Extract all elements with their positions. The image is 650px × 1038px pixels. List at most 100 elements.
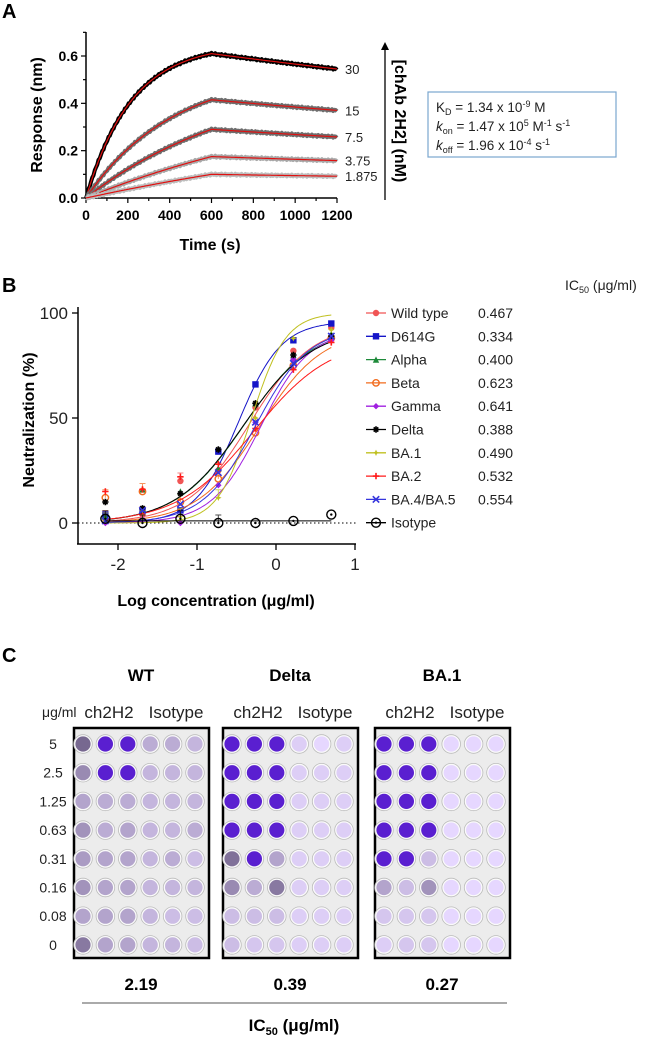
well bbox=[165, 851, 181, 867]
legend-ic50-value: 0.490 bbox=[478, 445, 513, 461]
well bbox=[224, 879, 240, 896]
a-x-tick-label: 400 bbox=[158, 207, 182, 223]
marker-ring bbox=[288, 515, 299, 527]
well bbox=[314, 736, 330, 752]
data-point bbox=[251, 418, 260, 426]
well bbox=[75, 879, 91, 896]
well bbox=[142, 937, 158, 953]
column-header-ch2h2: ch2H2 bbox=[385, 703, 434, 722]
marker-dot bbox=[141, 521, 144, 525]
well bbox=[443, 736, 459, 752]
data-point bbox=[252, 414, 259, 422]
well bbox=[97, 765, 113, 781]
well bbox=[165, 765, 181, 781]
concentration-label: 30 bbox=[345, 62, 359, 77]
well bbox=[142, 822, 158, 838]
well bbox=[443, 937, 459, 953]
legend-label: BA.2 bbox=[391, 468, 422, 484]
legend-ic50-value: 0.400 bbox=[478, 352, 513, 368]
well bbox=[246, 937, 262, 953]
data-point bbox=[288, 515, 299, 527]
well bbox=[165, 822, 181, 838]
well bbox=[97, 822, 113, 838]
series-Isotype bbox=[100, 509, 337, 529]
ic50-axis-label: IC50 (μg/ml) bbox=[249, 1016, 340, 1038]
well bbox=[187, 793, 203, 810]
well bbox=[376, 822, 392, 838]
fit-curve-1.875 bbox=[85, 173, 337, 199]
well bbox=[421, 736, 437, 752]
well bbox=[488, 851, 504, 867]
legend-ic50-value: 0.554 bbox=[478, 491, 513, 507]
concentration-row-label: 0.63 bbox=[39, 822, 66, 838]
well bbox=[488, 793, 504, 810]
well bbox=[269, 851, 285, 867]
well bbox=[291, 736, 307, 752]
well bbox=[187, 736, 203, 752]
legend-label: BA.1 bbox=[391, 445, 422, 461]
data-point bbox=[290, 351, 297, 359]
a-x-tick-label: 1000 bbox=[280, 207, 311, 223]
well bbox=[398, 822, 414, 838]
well bbox=[97, 879, 113, 896]
data-point bbox=[252, 381, 259, 388]
well bbox=[314, 851, 330, 867]
column-header-isotype: Isotype bbox=[298, 703, 353, 722]
legend-item-Beta: Beta 0.623 bbox=[366, 375, 513, 391]
legend-ic50-value: 0.334 bbox=[478, 328, 513, 344]
a-x-tick-label: 0 bbox=[82, 207, 90, 223]
plate-BA.1: BA.1 ch2H2 Isotype 0.27 bbox=[373, 666, 512, 994]
well bbox=[269, 765, 285, 781]
a-x-tick-label: 200 bbox=[116, 207, 140, 223]
well bbox=[120, 736, 136, 752]
well bbox=[488, 736, 504, 752]
legend-ic50-value: 0.641 bbox=[478, 398, 513, 414]
series-BA.4/BA.5 bbox=[101, 332, 336, 525]
legend-ic50-value: 0.388 bbox=[478, 422, 513, 438]
well bbox=[421, 851, 437, 867]
a-y-tick-label: 0.6 bbox=[59, 48, 79, 64]
well bbox=[224, 822, 240, 838]
well bbox=[246, 736, 262, 752]
well bbox=[443, 765, 459, 781]
kd-text: KD = 1.34 x 10-9 M bbox=[436, 99, 545, 117]
plaque-assay-panel: μg/ml IC50 (μg/ml) 5 2.5 1.25 0.63 0.31 0.16 0… bbox=[39, 666, 512, 1038]
well bbox=[466, 937, 482, 953]
well bbox=[443, 793, 459, 810]
data-point bbox=[102, 488, 109, 495]
well bbox=[269, 937, 285, 953]
well bbox=[142, 879, 158, 896]
b-x-tick-label: 1 bbox=[350, 555, 359, 574]
well bbox=[75, 937, 91, 953]
plate-Delta: Delta ch2H2 Isotype 0.39 bbox=[221, 666, 360, 994]
well bbox=[120, 908, 136, 924]
concentration-row-label: 2.5 bbox=[43, 765, 63, 781]
fit-curve-7.5 bbox=[85, 128, 337, 199]
legend-ic50-header: IC50 (μg/ml) bbox=[565, 277, 637, 295]
well bbox=[336, 851, 352, 867]
well bbox=[376, 937, 392, 953]
data-point bbox=[214, 468, 223, 477]
panel-label-b: B bbox=[2, 275, 16, 297]
well bbox=[488, 908, 504, 924]
data-point bbox=[177, 490, 184, 497]
well bbox=[314, 937, 330, 953]
well bbox=[466, 851, 482, 867]
concentration-row-label: 0 bbox=[49, 937, 57, 953]
a-y-axis-label: Response (nm) bbox=[29, 57, 46, 173]
well bbox=[75, 736, 91, 752]
well bbox=[336, 765, 352, 781]
well bbox=[142, 793, 158, 810]
well bbox=[187, 822, 203, 838]
binding-kinetics-chart: Time (s) Response (nm) [chAb 2H2] (nM) K… bbox=[29, 31, 617, 254]
well bbox=[75, 908, 91, 924]
plate-title: BA.1 bbox=[423, 666, 462, 685]
well bbox=[376, 908, 392, 924]
b-x-axis-label: Log concentration (μg/ml) bbox=[117, 593, 314, 610]
well bbox=[142, 765, 158, 781]
legend-ic50-value: 0.623 bbox=[478, 375, 513, 391]
series-BA.2 bbox=[102, 339, 335, 520]
well bbox=[165, 879, 181, 896]
legend-marker-icon bbox=[372, 333, 380, 340]
plate-WT: WT ch2H2 Isotype 2.19 bbox=[72, 666, 211, 994]
